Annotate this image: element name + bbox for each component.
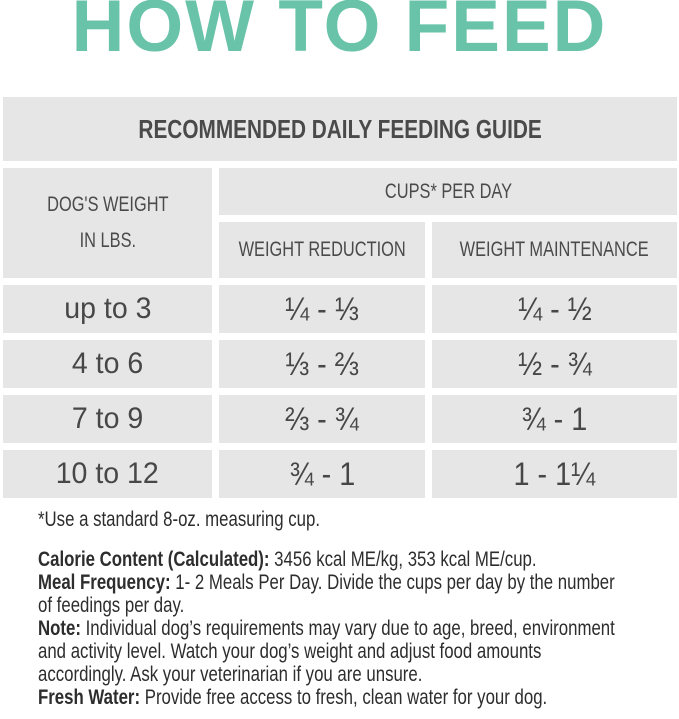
note-text: Individual dog’s requirements may vary d… [85, 617, 615, 640]
note-line-3: accordingly. Ask your veterinarian if yo… [38, 663, 551, 686]
table-row-3-reduction-cell: ⅔ - ¾ [219, 395, 425, 443]
fresh-water-text: Provide free access to fresh, clean wate… [144, 686, 548, 709]
row-3-reduction-value: ⅔ - ¾ [285, 400, 359, 437]
row-4-reduction-value: ¾ - 1 [289, 455, 355, 492]
weight-column-line1: DOG'S WEIGHT [46, 193, 169, 216]
note-text-2: and activity level. Watch your dog’s wei… [38, 640, 542, 663]
row-2-reduction-value: ⅓ - ⅔ [285, 345, 359, 382]
calorie-content-line: Calorie Content (Calculated): 3456 kcal … [38, 548, 551, 571]
meal-frequency-line-2: of feedings per day. [38, 594, 551, 617]
note-label: Note: [38, 617, 81, 640]
meal-frequency-text-2: of feedings per day. [38, 594, 185, 617]
table-row-3-maintenance-cell: ¾ - 1 [432, 395, 677, 443]
calorie-content-text: 3456 kcal ME/kg, 353 kcal ME/cup. [274, 548, 537, 571]
table-row-3-weight-cell: 7 to 9 [3, 395, 212, 443]
fresh-water-line: Fresh Water: Provide free access to fres… [38, 686, 551, 709]
row-3-weight: 7 to 9 [71, 402, 144, 435]
row-1-maintenance-value: ¼ - ½ [517, 290, 592, 327]
row-4-maintenance-value: 1 - 1¼ [513, 455, 596, 492]
weight-maintenance-label: WEIGHT MAINTENANCE [459, 238, 649, 261]
table-row-1-weight-cell: up to 3 [3, 285, 212, 333]
weight-column-header-label: DOG'S WEIGHT IN LBS. [47, 187, 168, 259]
table-row-4-maintenance-cell: 1 - 1¼ [432, 450, 677, 498]
weight-reduction-header-cell: WEIGHT REDUCTION [219, 222, 425, 278]
weight-maintenance-header-cell: WEIGHT MAINTENANCE [432, 222, 677, 278]
note-text-3: accordingly. Ask your veterinarian if yo… [38, 663, 423, 686]
row-3-maintenance-value: ¾ - 1 [521, 400, 588, 437]
cups-per-day-header-cell: CUPS* PER DAY [219, 168, 677, 215]
row-4-weight: 10 to 12 [55, 457, 160, 490]
table-row-2-weight-cell: 4 to 6 [3, 340, 212, 388]
row-1-weight: up to 3 [63, 292, 152, 325]
row-1-reduction-value: ¼ - ⅓ [285, 290, 359, 327]
feeding-guide-table: RECOMMENDED DAILY FEEDING GUIDE DOG'S WE… [3, 97, 677, 498]
weight-column-line2: IN LBS. [79, 229, 136, 252]
table-row-2-maintenance-cell: ½ - ¾ [432, 340, 677, 388]
calorie-content-label: Calorie Content (Calculated): [38, 548, 270, 571]
table-row-2-reduction-cell: ⅓ - ⅔ [219, 340, 425, 388]
note-line: Note: Individual dog’s requirements may … [38, 617, 615, 640]
measuring-cup-footnote: *Use a standard 8-oz. measuring cup. [38, 508, 321, 531]
table-row-4-weight-cell: 10 to 12 [3, 450, 212, 498]
table-header-label: RECOMMENDED DAILY FEEDING GUIDE [138, 113, 542, 144]
row-2-weight: 4 to 6 [71, 347, 144, 380]
cups-per-day-label: CUPS* PER DAY [384, 179, 512, 203]
meal-frequency-line: Meal Frequency: 1- 2 Meals Per Day. Divi… [38, 571, 615, 594]
note-line-2: and activity level. Watch your dog’s wei… [38, 640, 551, 663]
weight-column-header-cell: DOG'S WEIGHT IN LBS. [3, 168, 212, 278]
fresh-water-label: Fresh Water: [38, 686, 141, 709]
page-title: HOW TO FEED [71, 0, 608, 67]
table-header-cell: RECOMMENDED DAILY FEEDING GUIDE [3, 97, 677, 161]
table-row-1-maintenance-cell: ¼ - ½ [432, 285, 677, 333]
feeding-info-block: Calorie Content (Calculated): 3456 kcal … [38, 548, 679, 709]
row-2-maintenance-value: ½ - ¾ [517, 345, 592, 382]
meal-frequency-label: Meal Frequency: [38, 571, 171, 594]
meal-frequency-text: 1- 2 Meals Per Day. Divide the cups per … [175, 571, 615, 594]
table-row-1-reduction-cell: ¼ - ⅓ [219, 285, 425, 333]
table-row-4-reduction-cell: ¾ - 1 [219, 450, 425, 498]
weight-reduction-label: WEIGHT REDUCTION [238, 238, 406, 261]
